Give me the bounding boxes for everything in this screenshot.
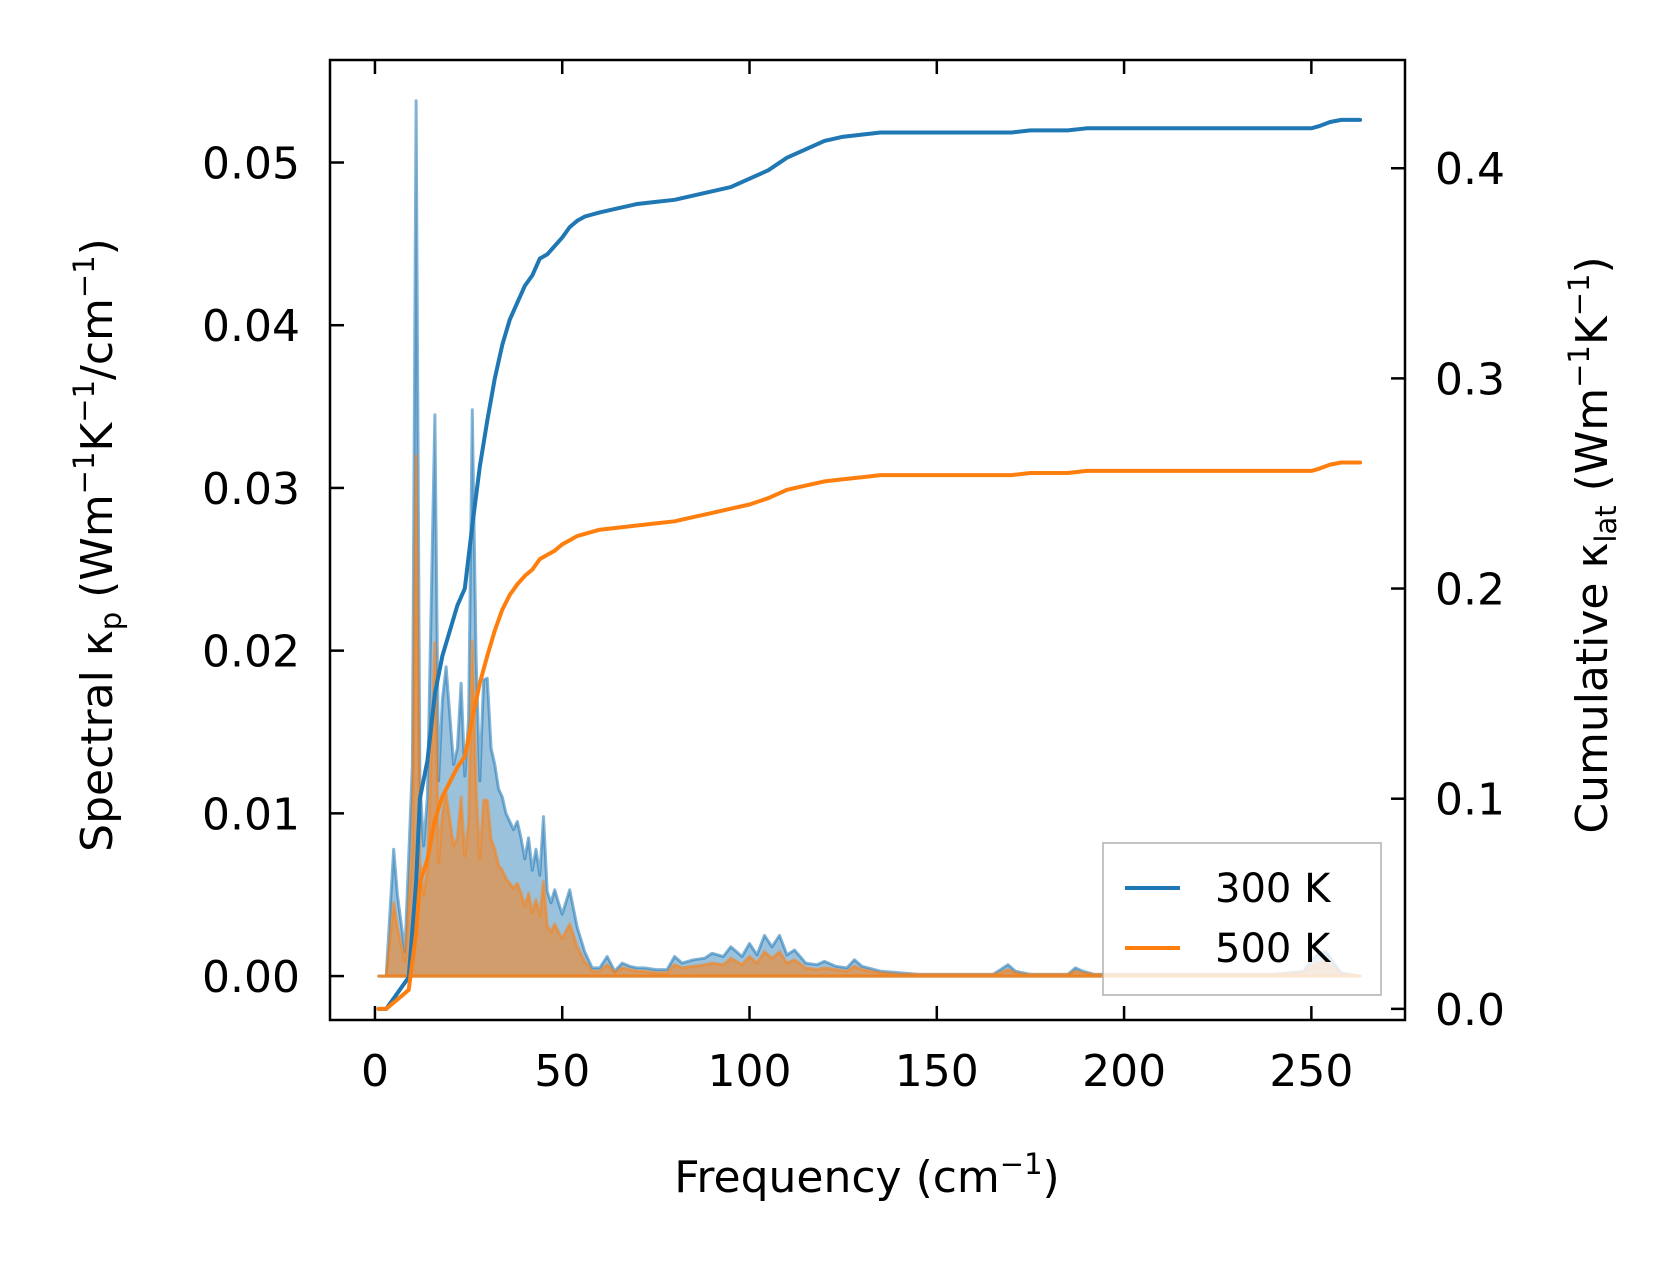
y2-tick-label: 0.0 [1435, 985, 1505, 1036]
y-axis-label-sup2: −1 [67, 380, 101, 423]
y-tick-label: 0.02 [202, 627, 300, 678]
y-axis-label-d: /cm [72, 298, 123, 380]
y2-axis-label-c: K [1567, 315, 1618, 345]
y-axis-label-c: K [72, 422, 123, 452]
y-tick-label: 0.01 [202, 789, 300, 840]
y2-tick-label: 0.1 [1435, 775, 1505, 826]
y2-axis-label-sup1: −1 [1562, 345, 1596, 388]
legend-frame [1102, 842, 1382, 996]
y-axis-label-a: Spectral κ [72, 630, 123, 852]
legend: 300 K 500 K [1102, 842, 1382, 996]
x-tick-label: 0 [361, 1046, 389, 1097]
y-axis-label-b: (Wm [72, 494, 123, 612]
axes-frame [328, 58, 1407, 1022]
y2-axis-label-b: (Wm [1567, 388, 1618, 506]
x-axis-label: Frequency (cm−1) [674, 1147, 1059, 1203]
y2-axis-label-sup2: −1 [1562, 274, 1596, 317]
y2-tick-label: 0.3 [1435, 354, 1505, 405]
y2-axis-label-d: ) [1567, 256, 1618, 273]
x-tick-label: 50 [534, 1046, 590, 1097]
x-tick-label: 200 [1082, 1046, 1166, 1097]
y2-axis-label-sub: lat [1589, 505, 1623, 542]
y2-axis-label-a: Cumulative κ [1567, 543, 1618, 834]
cumulative-line-300k [376, 117, 1363, 1011]
x-axis-label-tail: ) [1043, 1152, 1060, 1203]
y-axis-label-sup1: −1 [67, 452, 101, 495]
legend-label-500k: 500 K [1215, 926, 1332, 972]
y2-tick-label: 0.2 [1435, 565, 1505, 616]
y-axis-label-sub: p [94, 612, 128, 630]
axis-ticks [330, 60, 1405, 1020]
y-axis-label-sup3: −1 [67, 255, 101, 298]
y2-axis-label: Cumulative κlat (Wm−1K−1) [1562, 256, 1623, 833]
spectral-area-500k [377, 453, 1362, 978]
x-tick-label: 150 [895, 1046, 979, 1097]
y2-tick-label: 0.4 [1435, 144, 1505, 195]
x-axis-label-main: Frequency (cm [674, 1152, 1000, 1203]
y-tick-label: 0.00 [202, 952, 300, 1003]
y-tick-label: 0.05 [202, 139, 300, 190]
x-tick-label: 250 [1269, 1046, 1353, 1097]
y-axis-label-e: ) [72, 238, 123, 255]
legend-label-300k: 300 K [1215, 866, 1332, 912]
cumulative-line-500k [376, 460, 1363, 1011]
y-tick-label: 0.03 [202, 464, 300, 515]
plot-area [376, 99, 1363, 1011]
y-tick-label: 0.04 [202, 301, 300, 352]
x-axis-label-sup: −1 [1000, 1147, 1043, 1181]
x-tick-label: 100 [708, 1046, 792, 1097]
y-axis-label: Spectral κp (Wm−1K−1/cm−1) [67, 238, 128, 852]
